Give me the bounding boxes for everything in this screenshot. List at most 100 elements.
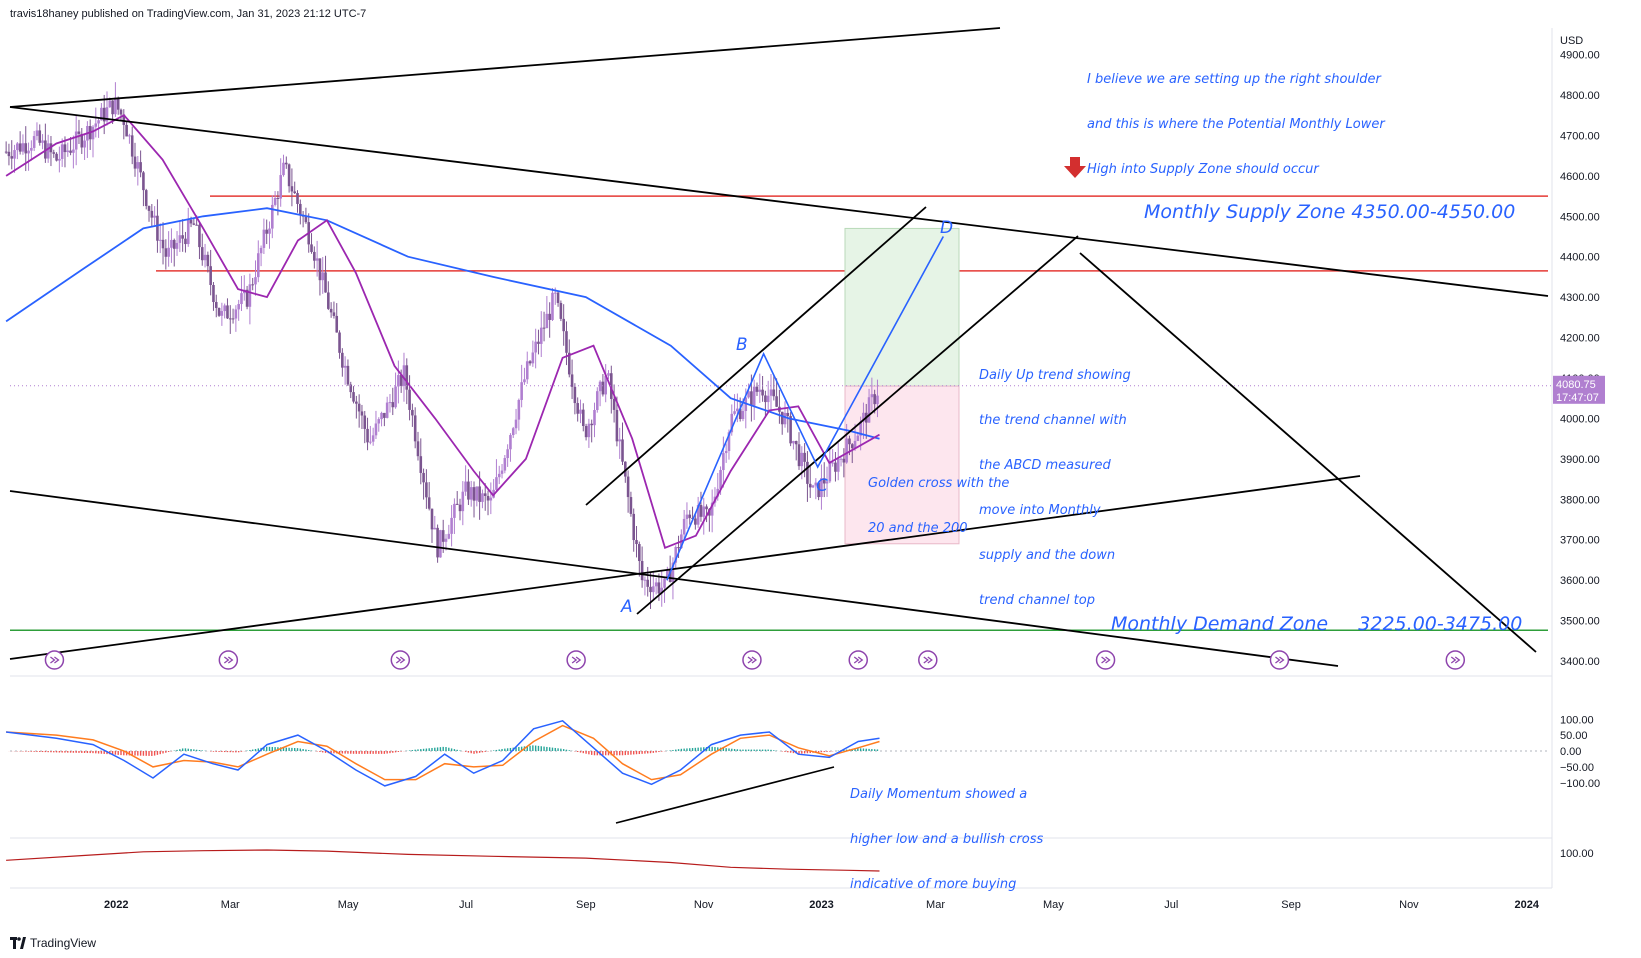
candle-body xyxy=(436,527,439,558)
candle-body xyxy=(170,239,173,248)
candle-body xyxy=(220,311,224,316)
last-price-badge[interactable] xyxy=(1553,375,1605,404)
lower-indicator-line[interactable] xyxy=(6,849,880,872)
candle-body xyxy=(772,389,776,397)
candle-body xyxy=(719,470,722,489)
candle-body xyxy=(394,386,397,408)
candle-body xyxy=(814,482,818,486)
candle-body xyxy=(327,292,330,309)
up-channel-lower-line[interactable] xyxy=(636,235,1079,615)
down-channel-top-line[interactable] xyxy=(9,106,1549,297)
candle-body xyxy=(738,408,742,420)
price-tick-label: 3600.00 xyxy=(1560,575,1600,587)
candle-body xyxy=(402,365,406,386)
time-tick-label: Jul xyxy=(459,899,473,911)
footer-brand[interactable]: TradingView xyxy=(10,936,96,950)
candle-body xyxy=(276,198,280,200)
projected-decline-line[interactable] xyxy=(1079,252,1537,653)
candle-body xyxy=(822,478,826,484)
abcd-pattern-line[interactable] xyxy=(666,236,945,581)
candle-body xyxy=(615,409,619,442)
note-line: I believe we are setting up the right sh… xyxy=(1087,72,1381,87)
sma-200-line[interactable] xyxy=(5,207,880,440)
candle-body xyxy=(629,497,633,514)
candle-body xyxy=(91,126,95,140)
candlestick-series[interactable] xyxy=(4,82,879,609)
candle-body xyxy=(867,397,871,423)
up-channel-upper-line[interactable] xyxy=(585,206,927,506)
candle-body xyxy=(80,133,84,148)
target-zone-box[interactable] xyxy=(844,227,960,387)
publisher-line: travis18haney published on TradingView.c… xyxy=(10,8,367,20)
event-chevron-icon xyxy=(747,656,758,664)
candle-body xyxy=(139,162,142,173)
candle-body xyxy=(24,143,28,154)
candle-body xyxy=(391,402,395,408)
candle-body xyxy=(74,131,78,150)
candle-body xyxy=(876,395,879,405)
down-arrow-icon xyxy=(1064,157,1086,178)
candle-body xyxy=(21,143,25,152)
candle-body xyxy=(285,162,288,165)
candle-body xyxy=(175,242,179,249)
momentum-macd-line[interactable] xyxy=(6,719,880,787)
stop-zone-box[interactable] xyxy=(844,385,960,545)
event-chevron-icon xyxy=(50,656,60,664)
time-tick-label: 2023 xyxy=(809,899,833,911)
candle-body xyxy=(503,458,507,471)
candle-body xyxy=(848,438,851,445)
candle-body xyxy=(604,375,607,395)
candle-body xyxy=(668,570,672,583)
candle-body xyxy=(268,228,271,234)
event-chevron-icon xyxy=(395,656,406,664)
candle-body xyxy=(862,412,865,422)
candle-body xyxy=(542,327,546,329)
candle-body xyxy=(511,428,515,436)
price-tick-label: 4800.00 xyxy=(1560,90,1600,102)
right-shoulder-note: I believe we are setting up the right sh… xyxy=(1087,42,1385,192)
candle-body xyxy=(304,216,308,223)
note-line: the trend channel with xyxy=(979,413,1127,428)
candle-body xyxy=(313,251,316,261)
supply-zone-label: Monthly Supply Zone 4350.00-4550.00 xyxy=(1144,201,1516,223)
price-tick-label: 4500.00 xyxy=(1560,211,1600,223)
candle-body xyxy=(416,441,420,457)
abcd-point-a: A xyxy=(621,597,633,617)
candle-body xyxy=(332,312,336,316)
candle-body xyxy=(850,444,854,449)
momentum-signal-line[interactable] xyxy=(6,724,880,781)
candle-body xyxy=(114,97,117,115)
candle-body xyxy=(338,332,341,353)
macro-upper-trendline[interactable] xyxy=(9,27,1001,108)
candle-body xyxy=(447,533,451,539)
momentum-higher-low-line[interactable] xyxy=(615,766,835,824)
candle-body xyxy=(741,410,745,420)
candle-body xyxy=(635,540,638,545)
candle-body xyxy=(119,109,123,115)
candle-body xyxy=(525,361,529,380)
sma-20-line[interactable] xyxy=(5,114,880,549)
down-channel-bottom-line[interactable] xyxy=(9,490,1339,667)
candle-body xyxy=(856,435,860,441)
candle-body xyxy=(845,438,848,463)
candle-body xyxy=(245,289,249,307)
golden-cross-note: Golden cross with the 20 and the 200 xyxy=(868,446,1009,551)
price-tick-label: 4200.00 xyxy=(1560,333,1600,345)
candle-body xyxy=(579,409,582,414)
candle-body xyxy=(705,506,708,510)
note-line: Golden cross with the xyxy=(868,476,1010,491)
candle-body xyxy=(626,476,630,498)
candle-body xyxy=(422,472,425,483)
candle-body xyxy=(624,461,627,477)
candle-body xyxy=(27,150,30,154)
candle-body xyxy=(612,398,616,410)
candle-body xyxy=(722,453,725,471)
candle-body xyxy=(559,302,563,319)
candle-body xyxy=(640,561,644,581)
momentum-tick-label: 50.00 xyxy=(1560,730,1588,742)
momentum-tick-label: −100.00 xyxy=(1560,778,1600,790)
candle-body xyxy=(537,341,540,344)
neckline-trendline[interactable] xyxy=(9,475,1361,660)
candle-body xyxy=(587,423,591,438)
